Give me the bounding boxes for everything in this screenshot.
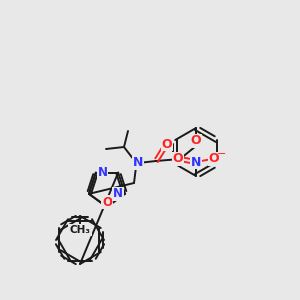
Text: O: O — [173, 152, 183, 166]
Text: O: O — [162, 137, 172, 151]
Text: −: − — [217, 149, 227, 159]
Text: N: N — [98, 166, 108, 179]
Text: N: N — [133, 157, 143, 169]
Text: O: O — [209, 152, 219, 166]
Text: N: N — [191, 155, 201, 169]
Text: O: O — [191, 134, 201, 148]
Text: CH₃: CH₃ — [70, 225, 91, 235]
Text: N: N — [113, 188, 123, 200]
Text: O: O — [102, 196, 112, 208]
